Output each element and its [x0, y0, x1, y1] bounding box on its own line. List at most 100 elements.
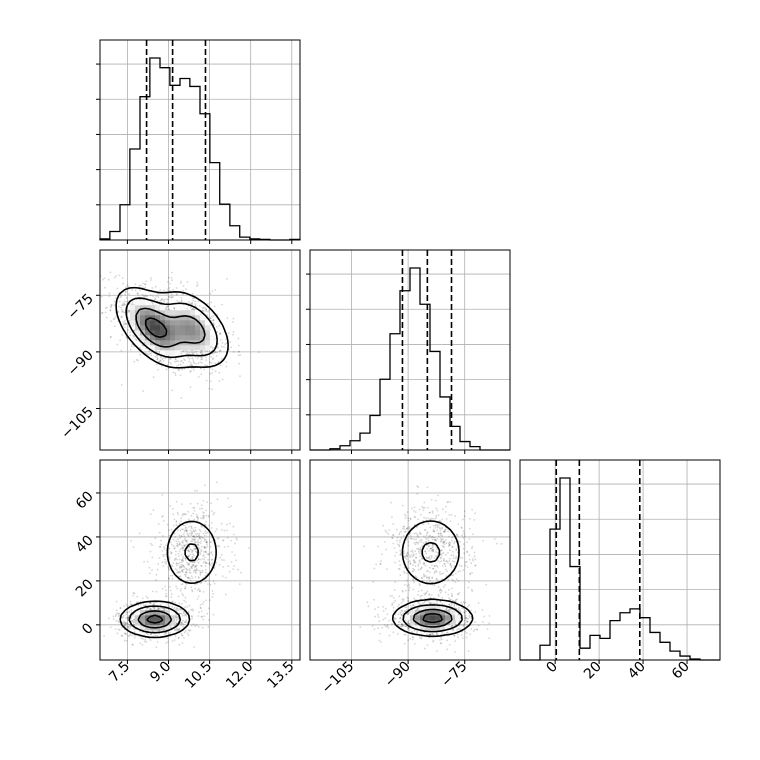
- sample-point: [200, 525, 203, 527]
- sample-point: [172, 545, 175, 547]
- sample-point: [198, 577, 200, 579]
- sample-point: [168, 529, 170, 531]
- density-cell: [140, 335, 146, 341]
- sample-point: [439, 642, 442, 645]
- sample-point: [457, 636, 460, 638]
- sample-point: [401, 598, 404, 601]
- sample-point: [403, 633, 405, 636]
- sample-point: [108, 617, 110, 620]
- sample-point: [413, 561, 416, 564]
- sample-point: [447, 551, 449, 554]
- sample-point: [181, 634, 184, 637]
- sample-point: [213, 305, 216, 308]
- sample-point: [180, 621, 183, 624]
- sample-point: [443, 563, 446, 565]
- sample-point: [441, 603, 444, 605]
- sample-point: [191, 357, 194, 360]
- sample-point: [176, 587, 179, 590]
- sample-point: [129, 627, 131, 630]
- sample-point: [151, 301, 154, 304]
- sample-point: [188, 577, 191, 580]
- sample-point: [448, 557, 451, 560]
- sample-point: [392, 534, 394, 537]
- sample-point: [189, 364, 192, 367]
- sample-point: [228, 506, 231, 509]
- sample-point: [185, 543, 187, 546]
- sample-point: [405, 572, 408, 574]
- sample-point: [407, 622, 410, 625]
- sample-point: [444, 530, 447, 533]
- sample-point: [434, 526, 437, 529]
- sample-point: [205, 532, 208, 534]
- sample-point: [428, 593, 431, 595]
- sample-point: [175, 616, 178, 618]
- sample-point: [448, 603, 451, 606]
- sample-point: [423, 506, 426, 509]
- sample-point: [397, 543, 399, 546]
- sample-point: [167, 566, 170, 568]
- sample-point: [474, 611, 477, 614]
- sample-point: [410, 537, 413, 540]
- sample-point: [202, 550, 205, 553]
- sample-point: [185, 573, 187, 576]
- sample-point: [210, 541, 212, 543]
- density-cell: [155, 305, 161, 311]
- sample-point: [200, 540, 202, 543]
- sample-point: [203, 484, 206, 487]
- sample-point: [431, 564, 433, 567]
- sample-point: [405, 554, 408, 556]
- density-cell: [155, 320, 161, 326]
- sample-point: [193, 646, 195, 648]
- sample-point: [195, 535, 198, 538]
- sample-point: [432, 548, 434, 551]
- sample-point: [401, 625, 403, 628]
- sample-point: [123, 605, 125, 607]
- sample-point: [401, 623, 403, 625]
- sample-point: [408, 589, 411, 592]
- sample-point: [451, 578, 454, 581]
- density-cell: [130, 320, 136, 326]
- sample-point: [151, 287, 154, 289]
- sample-point: [124, 291, 127, 293]
- sample-point: [435, 577, 438, 580]
- density-cell: [420, 620, 426, 626]
- sample-point: [393, 589, 396, 591]
- sample-point: [423, 501, 426, 504]
- sample-point: [158, 300, 161, 302]
- sample-point: [182, 625, 185, 628]
- sample-point: [463, 623, 465, 626]
- sample-point: [419, 562, 421, 564]
- sample-point: [185, 583, 188, 585]
- sample-point: [180, 561, 183, 564]
- sample-point: [178, 602, 181, 605]
- sample-point: [180, 280, 183, 283]
- density-cell: [140, 620, 146, 626]
- sample-point: [469, 573, 472, 576]
- sample-point: [139, 642, 142, 644]
- sample-point: [456, 535, 459, 537]
- sample-point: [449, 562, 452, 565]
- sample-point: [219, 349, 222, 352]
- sample-point: [464, 609, 466, 612]
- sample-point: [373, 598, 376, 601]
- sample-point: [183, 513, 185, 515]
- sample-point: [413, 559, 415, 562]
- sample-point: [189, 572, 192, 574]
- sample-point: [176, 607, 179, 610]
- sample-point: [436, 524, 439, 526]
- sample-point: [428, 550, 430, 552]
- sample-point: [117, 615, 120, 617]
- sample-point: [230, 346, 233, 349]
- sample-point: [169, 289, 171, 292]
- sample-point: [439, 573, 441, 576]
- sample-point: [148, 566, 151, 569]
- sample-point: [180, 535, 183, 537]
- sample-point: [399, 617, 402, 619]
- sample-point: [194, 533, 197, 536]
- sample-point: [456, 551, 459, 554]
- sample-point: [156, 358, 159, 361]
- sample-point: [437, 533, 440, 535]
- density-cell: [405, 615, 411, 621]
- sample-point: [203, 545, 206, 548]
- sample-point: [403, 566, 406, 569]
